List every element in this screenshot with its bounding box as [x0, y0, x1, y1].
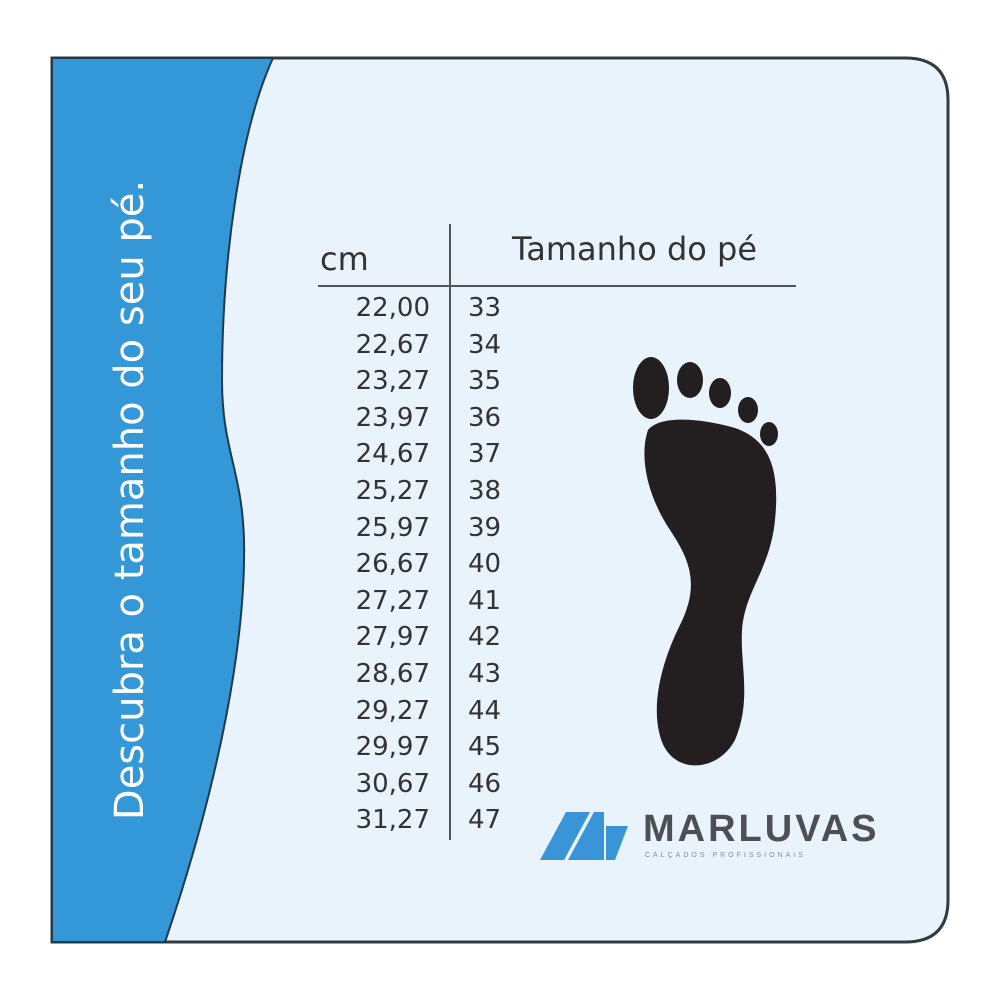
marluvas-logo-mark	[540, 812, 628, 860]
row-size-value: 47	[468, 805, 502, 836]
row-size-value: 41	[468, 585, 502, 616]
logo-tagline: CALÇADOS PROFISSIONAIS	[645, 852, 806, 859]
blue-side-panel	[51, 57, 275, 943]
row-size-value: 45	[468, 732, 502, 763]
row-size-value: 42	[468, 622, 502, 653]
row-size-value: 44	[468, 695, 502, 726]
row-cm-value: 25,97	[355, 512, 430, 543]
row-cm-value: 29,27	[355, 695, 430, 726]
row-size-value: 34	[468, 329, 502, 360]
row-cm-value: 28,67	[355, 659, 430, 689]
header-cm: cm	[320, 240, 369, 278]
row-cm-value: 26,67	[355, 549, 430, 580]
foot-silhouette-icon	[633, 357, 778, 766]
row-size-value: 37	[468, 439, 502, 470]
header-size: Tamanho do pé	[512, 230, 758, 268]
row-cm-value: 23,27	[355, 366, 430, 397]
row-cm-value: 23,97	[355, 402, 430, 433]
row-cm-value: 30,67	[355, 768, 430, 799]
row-size-value: 33	[468, 293, 502, 323]
row-cm-value: 31,27	[355, 805, 430, 836]
row-size-value: 46	[468, 768, 502, 799]
row-cm-value: 27,97	[355, 622, 430, 653]
row-cm-value: 25,27	[355, 476, 430, 506]
row-size-value: 39	[468, 512, 502, 543]
side-title: Descubra o tamanho do seu pé.	[107, 179, 153, 821]
row-size-value: 43	[468, 659, 502, 689]
row-size-value: 35	[468, 366, 502, 397]
row-size-value: 36	[468, 402, 502, 433]
row-cm-value: 22,00	[355, 293, 430, 323]
row-cm-value: 29,97	[355, 732, 430, 763]
row-size-value: 38	[468, 476, 502, 506]
row-size-value: 40	[468, 549, 502, 580]
row-cm-value: 24,67	[355, 439, 430, 470]
row-cm-value: 27,27	[355, 585, 430, 616]
row-cm-value: 22,67	[355, 329, 430, 360]
logo-name: MARLUVAS	[643, 808, 880, 850]
